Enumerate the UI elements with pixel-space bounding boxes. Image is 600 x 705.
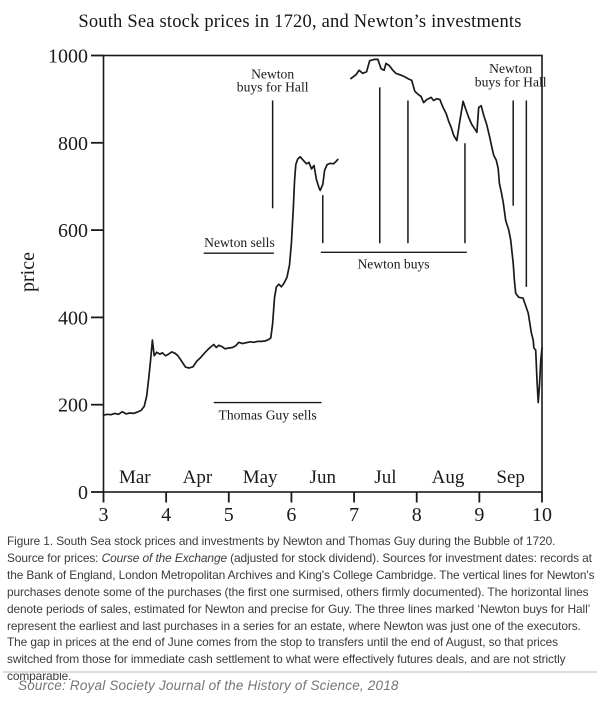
y-tick-label: 200 [58,395,88,417]
plot-border [102,54,543,493]
annotation-hall-left-label: buys for Hall [237,80,309,95]
price-futures [350,58,543,404]
month-label: Sep [496,467,525,488]
x-tick-label: 10 [532,504,552,526]
annotation-thomas-guy-sells-label: Thomas Guy sells [219,408,317,423]
y-tick-label: 0 [78,482,88,504]
annotation-hall-left-label: Newton [251,67,294,82]
caption-text-1: Figure 1. South Sea stock prices and inv… [7,534,556,565]
annotation-hall-right-label: buys for Hall [475,74,547,89]
caption-italic: Course of the Exchange [101,550,227,565]
annotation-newton-sells-label: Newton sells [204,235,275,250]
month-label: Apr [183,467,213,488]
x-tick-label: 6 [286,504,296,526]
source-note: Source: Royal Society Journal of the His… [18,678,399,693]
y-tick-label: 400 [58,307,88,329]
annotation-hall-right-label: Newton [489,61,532,76]
caption: Figure 1. South Sea stock prices and inv… [7,533,595,685]
annotation-newton-buys-label: Newton buys [357,257,429,272]
figure-title: South Sea stock prices in 1720, and Newt… [78,12,522,32]
chart: 0 200 400 600 800 1000 3 4 5 6 7 8 9 10 Mar Apr May Jun Ju… [17,46,552,527]
x-tick-label: 5 [224,504,234,526]
annotation-newton-sells: Newton sells [203,235,275,254]
caption-text-2: (adjusted for stock dividend). Sources f… [7,550,595,684]
price-cash-settlement [102,155,339,417]
y-tick-label: 1000 [48,46,88,68]
y-axis-label: price [17,252,39,292]
annotation-thomas-guy-sells: Thomas Guy sells [213,401,322,423]
y-tick-label: 800 [58,133,88,155]
month-label: Aug [432,467,465,488]
source-divider [3,671,597,673]
x-tick-label: 7 [349,504,359,526]
y-tick-label: 600 [58,220,88,242]
x-tick-label: 4 [161,504,171,526]
month-label: May [243,467,278,488]
x-tick-label: 3 [99,504,109,526]
month-label: Jul [374,467,396,488]
x-tick-label: 8 [412,504,422,526]
month-labels: Mar Apr May Jun Jul Aug Sep [119,467,525,488]
x-tick-label: 9 [474,504,484,526]
month-label: Mar [119,467,151,488]
month-label: Jun [310,467,337,488]
y-axis: 0 200 400 600 800 1000 [48,46,104,504]
x-axis: 3 4 5 6 7 8 9 10 [99,492,552,526]
annotation-newton-buys: Newton buys [320,87,467,272]
